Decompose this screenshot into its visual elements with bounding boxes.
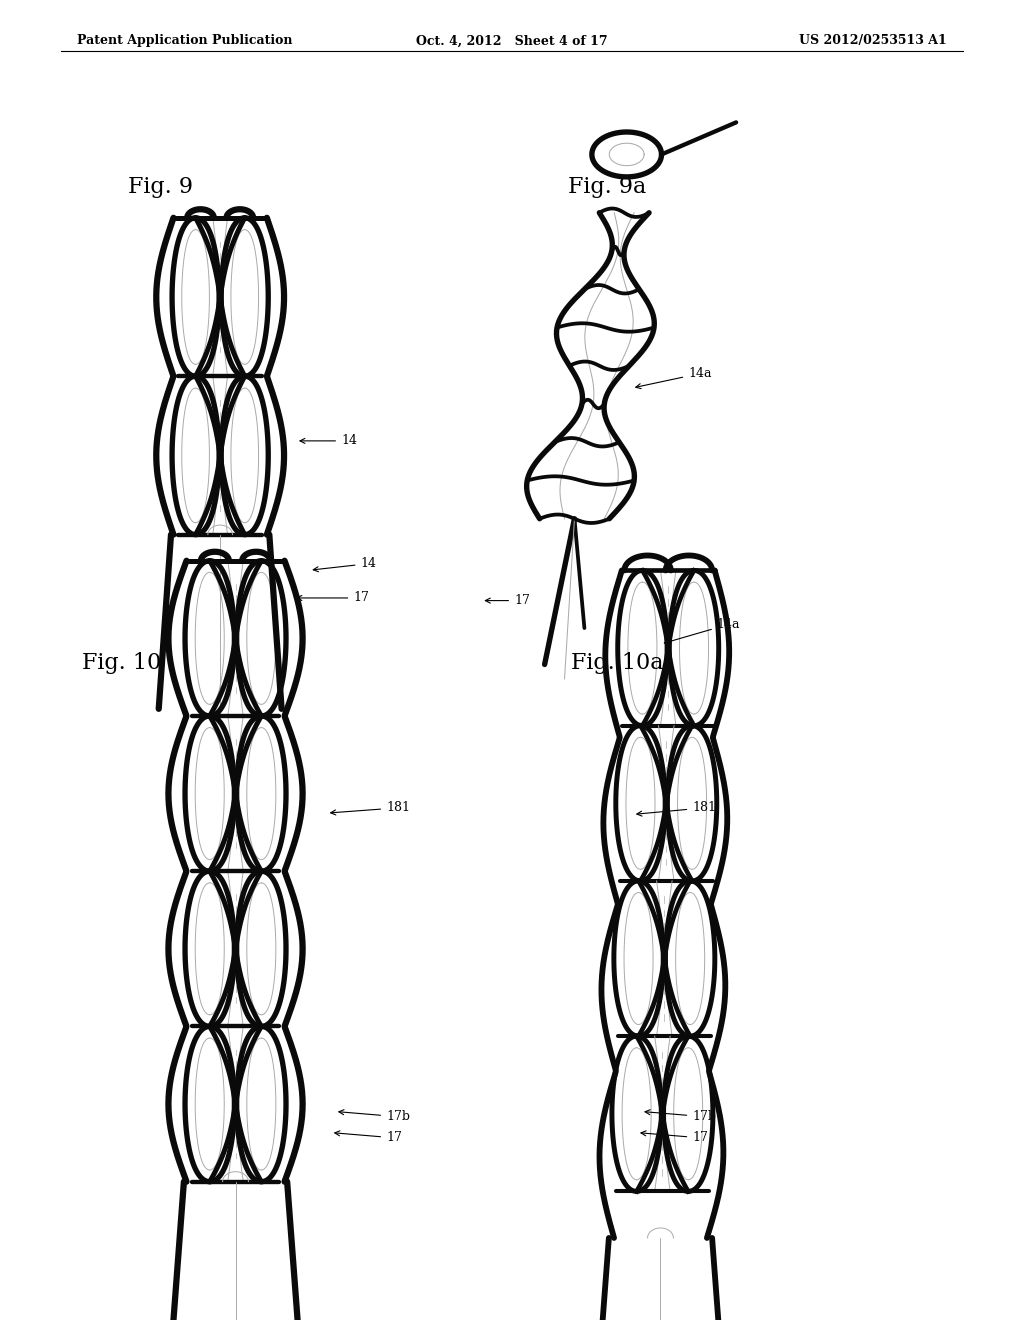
Text: Oct. 4, 2012   Sheet 4 of 17: Oct. 4, 2012 Sheet 4 of 17 <box>416 34 608 48</box>
Text: 17: 17 <box>485 594 530 607</box>
Text: Fig. 10a: Fig. 10a <box>571 652 664 673</box>
Text: 14a: 14a <box>636 367 712 388</box>
Text: 14: 14 <box>300 434 357 447</box>
Text: US 2012/0253513 A1: US 2012/0253513 A1 <box>800 34 947 48</box>
Text: 14a: 14a <box>665 618 740 644</box>
Text: 17b: 17b <box>645 1110 716 1123</box>
Text: 181: 181 <box>637 801 716 816</box>
Text: Fig. 9: Fig. 9 <box>128 177 193 198</box>
Text: Patent Application Publication: Patent Application Publication <box>77 34 292 48</box>
Text: Fig. 10: Fig. 10 <box>82 652 161 673</box>
Text: 17: 17 <box>297 591 370 605</box>
Text: 181: 181 <box>331 801 410 814</box>
Text: 17: 17 <box>641 1131 709 1144</box>
Text: Fig. 9a: Fig. 9a <box>568 177 646 198</box>
Text: 17: 17 <box>335 1131 402 1144</box>
Text: 14: 14 <box>313 557 377 572</box>
Text: 17b: 17b <box>339 1110 410 1123</box>
